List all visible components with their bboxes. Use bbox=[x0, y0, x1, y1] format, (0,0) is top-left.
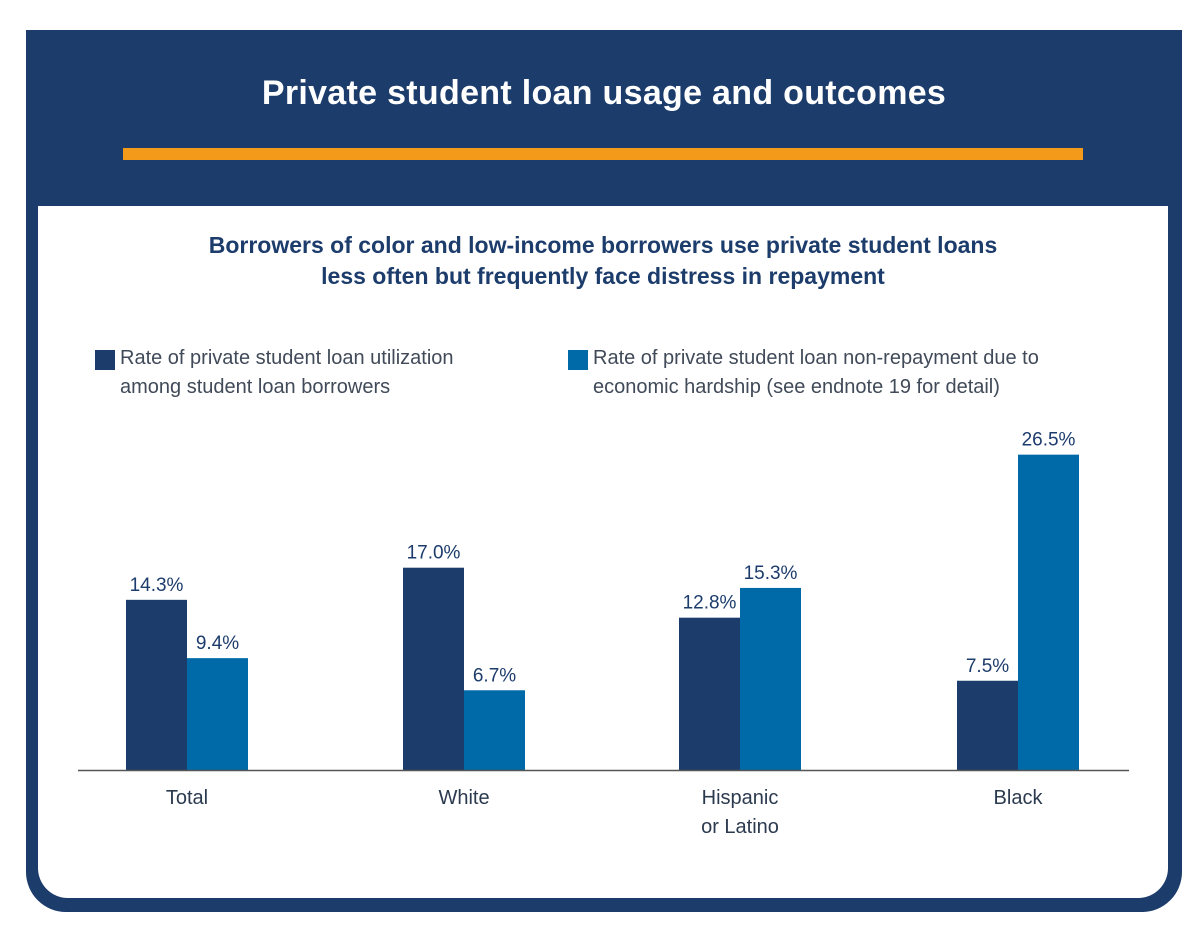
chart-panel: Borrowers of color and low-income borrow… bbox=[38, 206, 1168, 898]
bar-utilization-3 bbox=[957, 680, 1018, 770]
chart-subtitle: Borrowers of color and low-income borrow… bbox=[38, 230, 1168, 292]
data-label-non-repayment-3: 26.5% bbox=[1022, 430, 1076, 451]
bar-non-repayment-0 bbox=[187, 658, 248, 770]
legend-label-utilization-line-2: among student loan borrowers bbox=[120, 376, 391, 398]
data-label-non-repayment-1: 6.7% bbox=[473, 665, 516, 686]
bar-chart: 14.3% 17.0% 12.8% 7.5% 9.4% 6.7% 15.3% 26.5% Tot… bbox=[78, 430, 1129, 838]
chart-card: Private student loan usage and outcomes … bbox=[26, 30, 1182, 912]
data-label-utilization-0: 14.3% bbox=[130, 575, 184, 596]
data-label-non-repayment-0: 9.4% bbox=[196, 633, 239, 654]
legend-label-utilization: Rate of private student loan utilization… bbox=[120, 344, 454, 402]
category-label-3: Black bbox=[994, 787, 1044, 809]
bar-non-repayment-3 bbox=[1018, 454, 1079, 770]
chart-subtitle-line-2: less often but frequently face distress … bbox=[321, 263, 885, 289]
category-label-2-line-2: or Latino bbox=[701, 816, 779, 838]
header-banner: Private student loan usage and outcomes bbox=[26, 30, 1182, 206]
data-label-non-repayment-2: 15.3% bbox=[744, 563, 798, 584]
data-label-utilization-3: 7.5% bbox=[966, 656, 1009, 677]
data-label-utilization-2: 12.8% bbox=[683, 593, 737, 614]
category-label-2-line-1: Hispanic bbox=[702, 787, 779, 809]
legend-swatch-utilization bbox=[95, 350, 115, 370]
bar-non-repayment-2 bbox=[740, 587, 801, 770]
chart-subtitle-line-1: Borrowers of color and low-income borrow… bbox=[208, 232, 998, 258]
page-title: Private student loan usage and outcomes bbox=[261, 74, 947, 112]
legend-label-non-repayment-line-2: economic hardship (see endnote 19 for de… bbox=[593, 376, 1000, 398]
bar-non-repayment-1 bbox=[464, 690, 525, 770]
category-label-0: Total bbox=[166, 787, 208, 809]
legend-label-utilization-line-1: Rate of private student loan utilization bbox=[120, 347, 454, 369]
accent-divider bbox=[123, 148, 1083, 160]
legend-label-non-repayment-line-1: Rate of private student loan non-repayme… bbox=[593, 347, 1039, 369]
bar-utilization-1 bbox=[403, 567, 464, 770]
category-label-1: White bbox=[438, 787, 489, 809]
legend-swatch-non-repayment bbox=[568, 350, 588, 370]
data-label-utilization-1: 17.0% bbox=[407, 543, 461, 564]
legend-label-non-repayment: Rate of private student loan non-repayme… bbox=[593, 344, 1039, 402]
bar-utilization-0 bbox=[126, 599, 187, 770]
bar-utilization-2 bbox=[679, 617, 740, 770]
